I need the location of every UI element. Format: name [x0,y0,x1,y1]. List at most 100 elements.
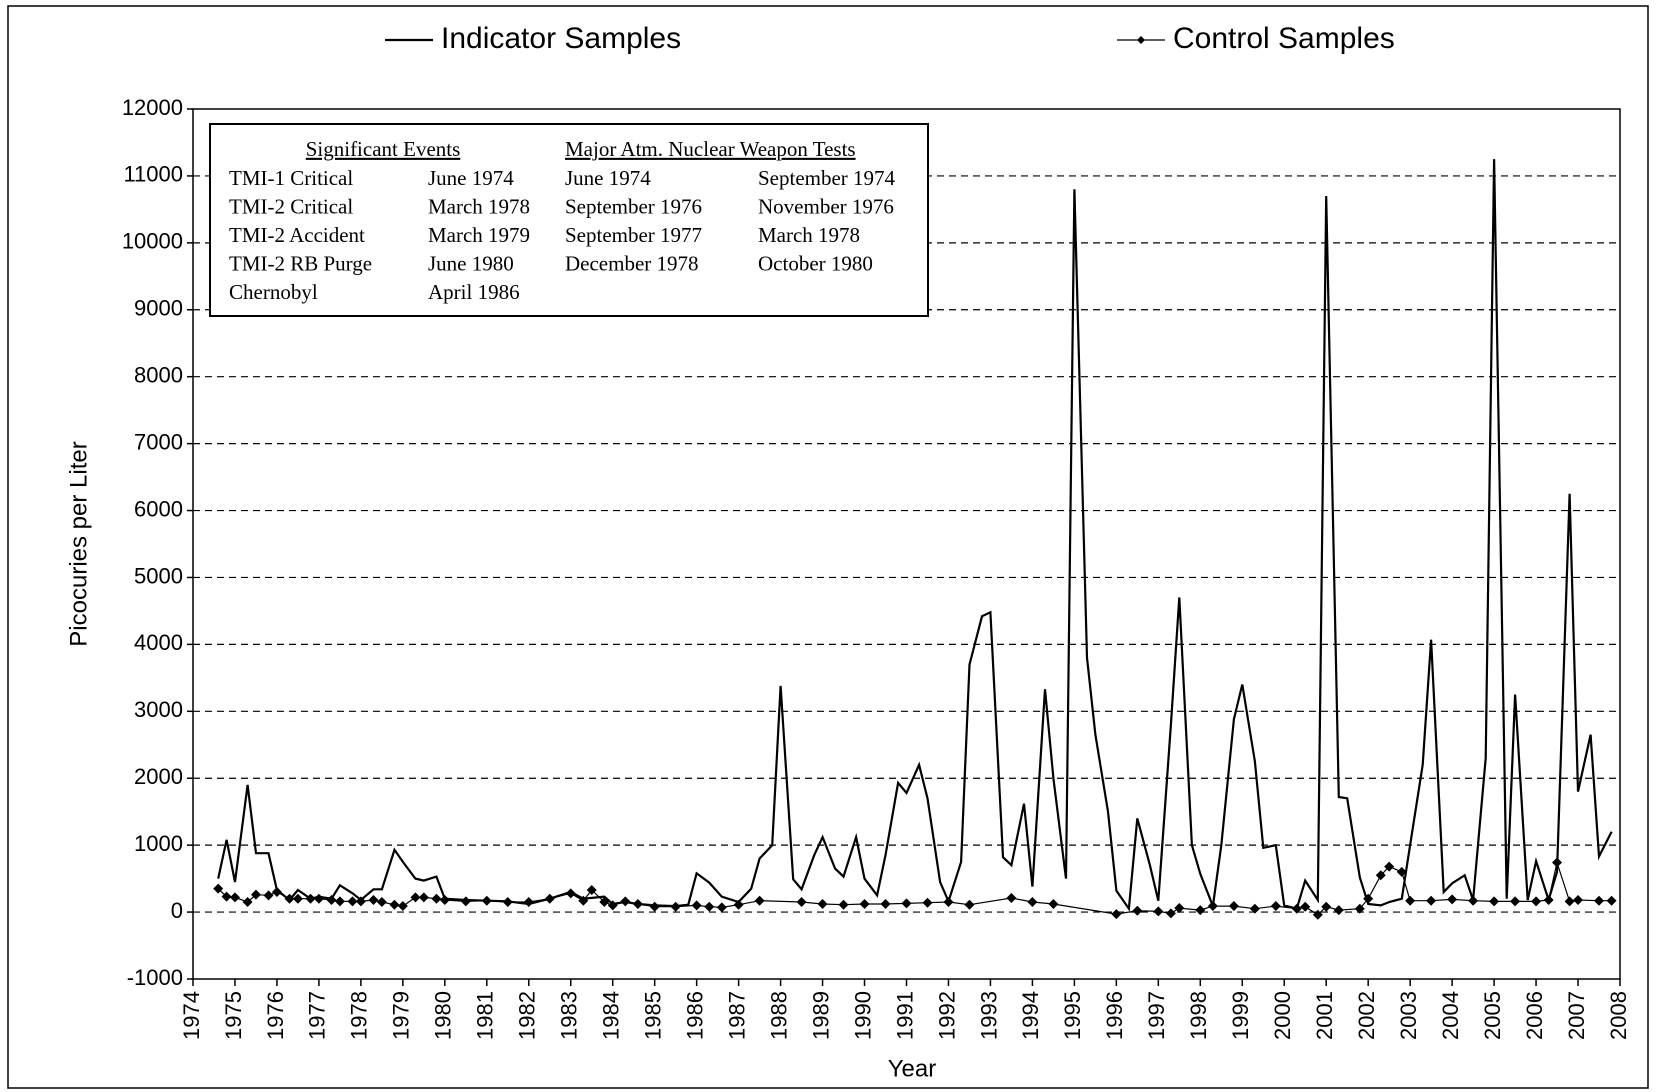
data-point [292,893,303,904]
legend-marker [1137,36,1145,44]
events-cell: March 1979 [428,223,530,247]
events-box [209,123,929,317]
y-tick-label: -1000 [127,965,183,990]
x-tick-label: 1978 [347,991,372,1040]
data-point [1006,893,1017,904]
events-cell: November 1976 [758,194,894,218]
x-tick-label: 2006 [1522,991,1547,1040]
data-point [838,899,849,910]
y-tick-label: 0 [171,898,183,923]
x-axis-label: Year [888,1055,937,1082]
data-point [397,901,408,912]
data-point [263,890,274,901]
data-point [1405,895,1416,906]
data-point [1291,903,1302,914]
x-tick-label: 1975 [221,991,246,1040]
x-tick-label: 1998 [1186,991,1211,1040]
x-tick-label: 2001 [1312,991,1337,1040]
y-tick-label: 3000 [134,697,183,722]
y-tick-label: 4000 [134,630,183,655]
data-point [796,897,807,908]
data-point [1132,905,1143,916]
plot-frame [192,108,1621,980]
data-point [271,887,282,897]
data-point [1363,893,1374,904]
data-point [410,892,421,903]
data-point [1111,909,1122,920]
y-tick-label: 2000 [134,764,183,789]
x-tick-label: 2004 [1438,991,1463,1040]
data-point [376,897,387,908]
data-point [326,895,337,906]
y-tick-label: 1000 [134,831,183,856]
events-cell: October 1980 [758,251,873,275]
events-cell: March 1978 [428,194,530,218]
data-point [1375,870,1386,881]
x-tick-label: 1990 [850,991,875,1040]
x-tick-label: 1994 [1018,991,1043,1040]
data-point [1174,903,1185,914]
data-point [817,899,828,910]
data-point [1228,901,1239,912]
data-point [439,895,450,906]
x-tick-label: 1989 [808,991,833,1040]
y-tick-label: 10000 [122,229,183,254]
data-point [389,899,400,910]
data-point [1333,905,1344,916]
data-point [284,893,295,904]
data-point [1564,896,1575,907]
data-point [565,888,576,899]
events-cell: TMI-1 Critical [229,166,353,190]
x-tick-label: 1999 [1228,991,1253,1040]
data-point [632,899,643,910]
data-point [1552,857,1563,868]
x-tick-label: 2003 [1396,991,1421,1040]
data-point [1312,909,1323,920]
data-point [347,896,358,907]
x-tick-label: 1985 [640,991,665,1040]
data-point [418,892,429,903]
legend-label: Indicator Samples [441,22,681,55]
data-point [1447,894,1458,905]
events-cell: September 1977 [565,223,702,247]
events-cell: TMI-2 RB Purge [229,251,372,275]
data-point [305,893,316,904]
data-point [1153,906,1164,917]
data-point [229,892,240,903]
data-point [578,895,589,906]
data-point [1606,895,1617,906]
data-point [1249,903,1260,914]
data-line [217,159,1613,912]
events-cell: September 1976 [565,194,702,218]
data-point [1270,901,1281,912]
x-tick-label: 1988 [766,991,791,1040]
data-point [481,895,492,906]
x-tick-label: 1987 [724,991,749,1040]
x-tick-label: 1995 [1060,991,1085,1040]
data-point [523,897,534,908]
x-tick-label: 1993 [976,991,1001,1040]
data-point [754,895,765,906]
data-point [242,897,253,908]
y-tick-label: 12000 [122,95,183,120]
events-cell: September 1974 [758,166,896,190]
data-point [1048,899,1059,910]
data-point [460,896,471,907]
x-tick-label: 2002 [1354,991,1379,1040]
data-point [544,893,555,904]
events-cell: April 1986 [428,280,520,304]
data-point [1468,895,1479,906]
data-point [250,889,261,900]
data-point [691,900,702,911]
x-tick-label: 1997 [1144,991,1169,1040]
y-tick-label: 9000 [134,296,183,321]
y-tick-label: 6000 [134,496,183,521]
data-point [586,884,597,895]
x-tick-label: 1983 [557,991,582,1040]
data-point [431,893,442,904]
data-point [502,897,513,908]
data-point [1195,905,1206,916]
data-point [922,897,933,908]
events-header: Significant Events [306,137,461,161]
x-tick-label: 1982 [515,991,540,1040]
